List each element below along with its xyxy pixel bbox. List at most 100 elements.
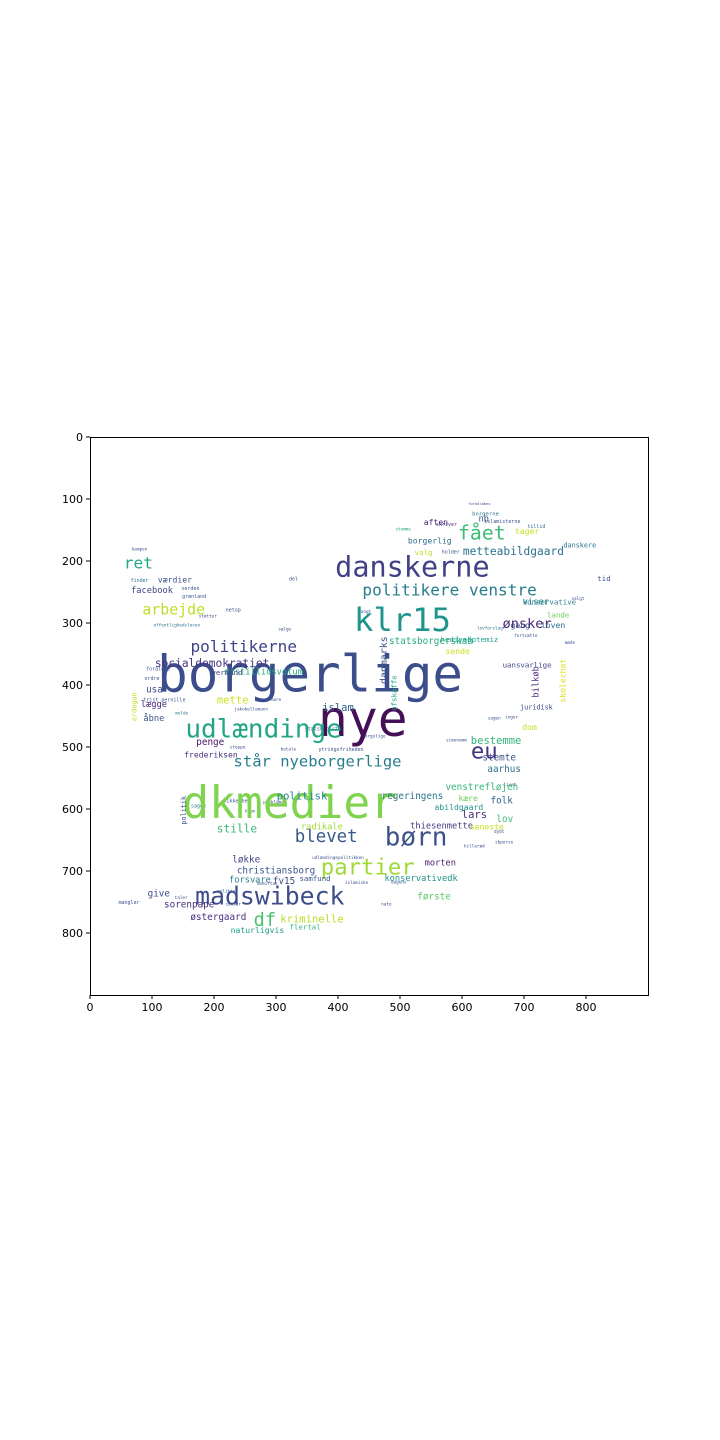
word: statsborgerskab [389, 636, 473, 647]
word: flertal [290, 922, 321, 931]
x-tick-label: 500 [390, 1001, 411, 1014]
word: aarhus [487, 764, 521, 775]
y-tick-label: 400 [62, 679, 83, 692]
word: lov [496, 814, 513, 825]
x-tick-label: 600 [452, 1001, 473, 1014]
word-small: islamiske [345, 880, 369, 886]
word-small: borgerne [472, 512, 500, 518]
word: morten [425, 859, 456, 869]
word-small: politiet [217, 889, 238, 895]
word: ønsker [503, 616, 552, 632]
y-tick-label: 100 [62, 493, 83, 506]
word: usa [146, 684, 163, 695]
word-small: problemet [263, 799, 287, 805]
word: politikerne [190, 637, 297, 656]
y-tick-label: 700 [62, 865, 83, 878]
word-small: kampen [132, 546, 148, 552]
x-tick-label: 100 [142, 1001, 163, 1014]
word: loven [541, 620, 565, 630]
word-small: støtter [199, 613, 218, 619]
word: fået [458, 522, 506, 545]
word: gang [511, 620, 531, 630]
word: hediyedptemiz [441, 635, 499, 644]
y-tick-label: 200 [62, 555, 83, 568]
word: penge [196, 737, 224, 748]
word: stille [217, 822, 258, 835]
word: danmarks [379, 636, 390, 684]
word: naturligvis [231, 925, 285, 935]
word-small: sagen [488, 717, 501, 722]
word: borgerlig [408, 536, 452, 546]
word: lægge [141, 700, 167, 710]
x-tick-label: 0 [87, 1001, 94, 1014]
word-small: langt [358, 609, 371, 615]
word: nb [478, 514, 488, 524]
word: konservativedk [384, 874, 458, 884]
word: metteabildgaard [463, 545, 564, 558]
word: bilkøb [531, 666, 541, 697]
word: vermund [211, 668, 242, 677]
word: politisk [277, 791, 328, 803]
word-small: holder [442, 549, 460, 555]
word: fv15 [273, 876, 295, 887]
word-small: hjem [245, 809, 256, 815]
word: mistillidsvotum [224, 668, 302, 678]
word-small: lovforslag [477, 626, 503, 632]
word: socialdemokratiet [155, 657, 270, 670]
word-small: møde [565, 640, 576, 646]
word-small: sbporse [495, 840, 514, 846]
word: madswibeck [195, 881, 344, 910]
y-tick-label: 0 [76, 431, 83, 444]
word: frederiksen [184, 749, 238, 759]
word-small: ytringsfriheden [319, 747, 364, 753]
x-tick-label: 400 [328, 1001, 349, 1014]
word: samfund [299, 874, 330, 883]
word-small: verden [181, 586, 199, 592]
word-small: sikkerhed [223, 799, 250, 805]
y-tick-label: 500 [62, 741, 83, 754]
word-small: simonemm [446, 737, 467, 743]
y-tick-label: 600 [62, 803, 83, 816]
word-small: stoppe [230, 745, 246, 751]
word: tid [597, 574, 610, 583]
word-small: livet [503, 782, 516, 788]
word: uansvarlige [503, 661, 552, 670]
word: abildgaard [435, 802, 484, 812]
word: viser [523, 598, 549, 608]
x-axis: 0 100 200 300 400 500 600 700 800 [87, 995, 597, 1014]
word: østergaard [190, 912, 246, 923]
word: konservative [523, 597, 577, 606]
y-tick-label: 800 [62, 927, 83, 940]
word-small: borgelige [362, 734, 386, 740]
word-small: høre [271, 697, 282, 703]
word-small: finder [131, 578, 149, 584]
word: partier [321, 854, 415, 880]
word: løkke [232, 854, 260, 865]
word-small: sælge [278, 626, 291, 632]
word: venstrefløjen [445, 782, 518, 793]
word-small: sagde [191, 804, 206, 810]
word-small: fortsætte [514, 633, 538, 639]
word-small: offentlighedsloven [154, 623, 201, 629]
word: eu [471, 738, 498, 764]
x-tick-label: 200 [204, 1001, 225, 1014]
word: skolechat [557, 659, 567, 703]
word-small: trist pernille [143, 698, 185, 704]
word: ret [124, 553, 153, 572]
word: islam [322, 702, 354, 714]
word: dkmedier [182, 777, 397, 829]
word: folk [490, 795, 513, 806]
word-small: valgt [571, 596, 584, 602]
word-small: statsminister [305, 727, 344, 733]
word: kriminelle [280, 913, 343, 925]
word: regeringens [382, 791, 444, 802]
word: dom [522, 722, 537, 732]
x-tick-label: 300 [266, 1001, 287, 1014]
word-small: dagens [391, 879, 407, 885]
word-small: nato [381, 902, 392, 908]
word: udlændinge [185, 715, 342, 745]
x-tick-label: 700 [514, 1001, 535, 1014]
word: give [148, 888, 171, 899]
word: politik [180, 796, 188, 825]
